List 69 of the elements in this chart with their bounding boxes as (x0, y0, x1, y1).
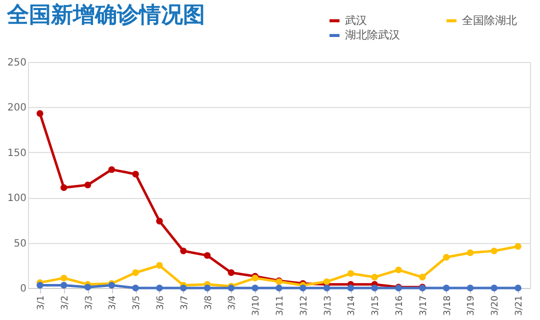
x-tick-label: 3/3 (84, 296, 94, 310)
y-tick-label: 200 (7, 102, 26, 114)
point (228, 269, 235, 276)
point (180, 248, 187, 254)
y-tick-label: 250 (7, 58, 26, 68)
point (60, 282, 68, 289)
x-tick-label: 3/2 (60, 296, 70, 310)
y-tick-label: 0 (20, 284, 26, 294)
x-tick-label: 3/20 (490, 295, 501, 316)
x-tick-label: 3/4 (108, 295, 118, 310)
point (180, 284, 187, 292)
point (371, 284, 378, 292)
point (252, 284, 258, 292)
x-tick-label: 3/7 (180, 296, 190, 310)
point (347, 284, 354, 292)
x-tick-label: 3/19 (466, 295, 477, 316)
point (466, 284, 474, 292)
x-tick-label: 3/9 (228, 295, 238, 310)
x-tick-label: 3/18 (442, 295, 453, 316)
point (466, 249, 474, 256)
x-tick-label: 3/10 (252, 295, 262, 316)
point (490, 284, 498, 292)
point (419, 274, 426, 280)
x-tick-label: 3/12 (299, 296, 310, 316)
point (490, 248, 498, 254)
point (514, 243, 522, 250)
point (204, 252, 211, 259)
point (323, 278, 330, 286)
x-tick-label: 3/11 (276, 296, 286, 316)
y-tick-label: 100 (7, 193, 26, 204)
point (276, 284, 282, 292)
point (442, 284, 450, 292)
point (442, 254, 450, 261)
x-tick-label: 3/15 (371, 296, 382, 316)
point (132, 269, 139, 276)
x-tick-label: 3/6 (156, 295, 166, 310)
point (84, 284, 92, 290)
point (84, 182, 92, 188)
chart-title: 全国新增确诊情况图 (6, 2, 205, 28)
point (395, 266, 402, 274)
point (347, 270, 354, 277)
x-tick-label: 3/1 (36, 296, 46, 310)
point (323, 284, 330, 292)
legend-label: 全国除湖北 (462, 14, 517, 27)
point (132, 284, 139, 292)
point (514, 284, 522, 292)
point (156, 218, 163, 224)
point (204, 284, 211, 292)
point (156, 262, 163, 269)
x-tick-label: 3/8 (204, 295, 214, 310)
x-tick-label: 3/14 (347, 295, 358, 316)
point (60, 274, 68, 282)
x-tick-label: 3/17 (418, 296, 429, 316)
legend-label: 湖北除武汉 (345, 28, 400, 42)
point (36, 110, 44, 117)
point (36, 282, 44, 289)
x-tick-label: 3/5 (132, 296, 142, 310)
point (132, 170, 139, 178)
point (108, 166, 116, 173)
x-tick-label: 3/16 (395, 295, 406, 316)
point (60, 184, 68, 192)
point (300, 284, 306, 292)
y-tick-label: 50 (14, 238, 26, 250)
x-tick-label: 3/13 (323, 296, 334, 316)
x-tick-label: 3/21 (514, 296, 525, 316)
y-tick-label: 150 (7, 148, 26, 159)
legend-label: 武汉 (345, 14, 367, 27)
point (371, 274, 378, 280)
point (156, 284, 163, 292)
